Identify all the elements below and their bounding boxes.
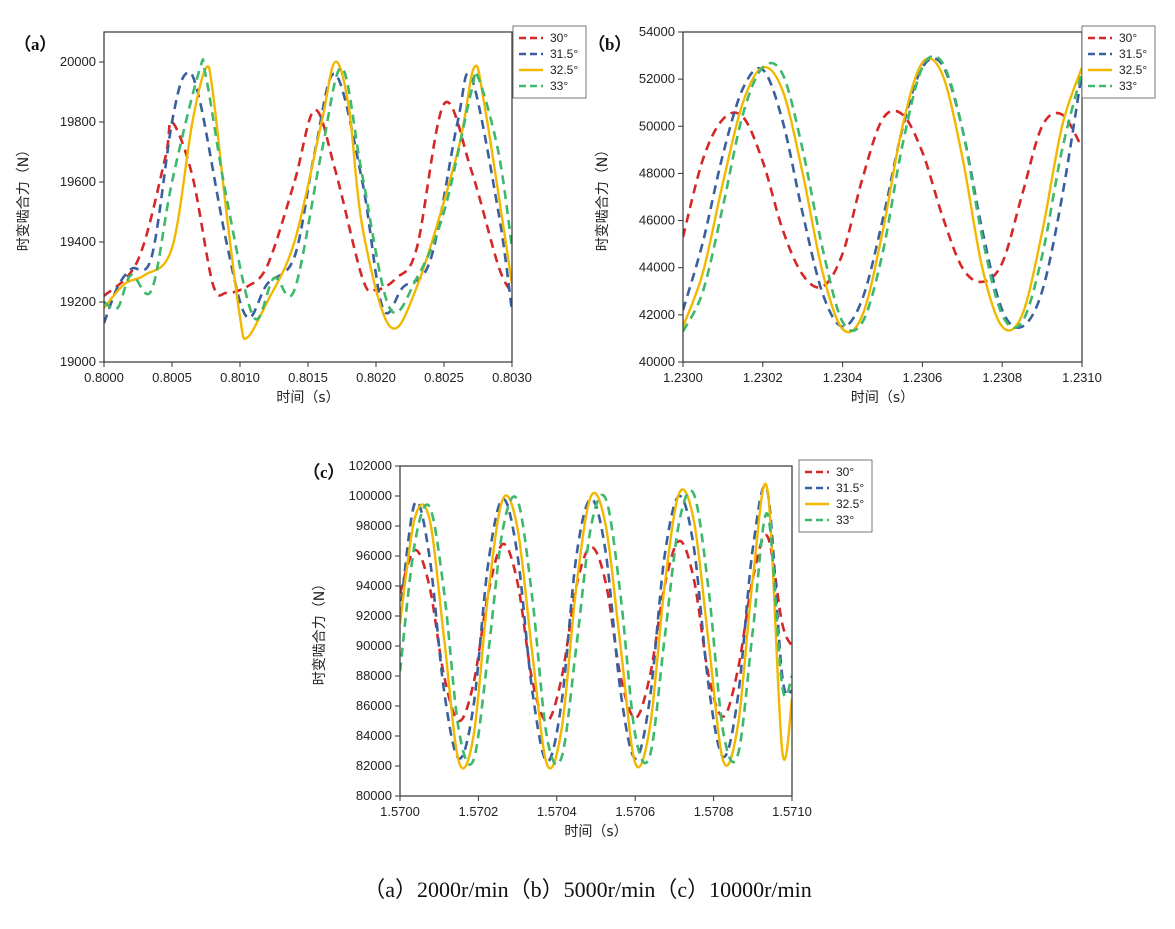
legend: 30° 31.5° 32.5° 33° bbox=[798, 459, 873, 533]
legend-entry: 32.5° bbox=[836, 497, 864, 511]
x-tick-label: 0.8015 bbox=[288, 370, 328, 385]
y-tick-label: 19400 bbox=[60, 234, 96, 249]
series-line-0-0 bbox=[104, 100, 512, 297]
x-tick-label: 1.5700 bbox=[380, 804, 420, 819]
x-tick-label: 1.5702 bbox=[459, 804, 499, 819]
y-tick-label: 102000 bbox=[349, 458, 392, 473]
y-tick-label: 84000 bbox=[356, 728, 392, 743]
y-tick-label: 19200 bbox=[60, 294, 96, 309]
y-axis-title: 时变啮合力（N） bbox=[16, 143, 32, 251]
y-tick-label: 52000 bbox=[639, 71, 675, 86]
y-axis-title: 时变啮合力（N） bbox=[312, 577, 328, 685]
y-tick-label: 19000 bbox=[60, 354, 96, 369]
plot-frame bbox=[682, 31, 1083, 363]
y-tick-label: 94000 bbox=[356, 578, 392, 593]
x-axis-title: 时间（s） bbox=[851, 390, 914, 406]
legend-entry: 33° bbox=[1119, 79, 1137, 93]
y-tick-label: 48000 bbox=[639, 165, 675, 180]
y-tick-label: 90000 bbox=[356, 638, 392, 653]
x-tick-label: 0.8025 bbox=[424, 370, 464, 385]
x-tick-label: 1.2304 bbox=[823, 370, 863, 385]
y-tick-label: 80000 bbox=[356, 788, 392, 803]
x-tick-label: 1.2310 bbox=[1062, 370, 1102, 385]
legend-entry: 33° bbox=[550, 79, 568, 93]
y-tick-label: 50000 bbox=[639, 118, 675, 133]
plot-frame bbox=[399, 465, 793, 797]
y-tick-label: 86000 bbox=[356, 698, 392, 713]
x-tick-label: 1.5704 bbox=[537, 804, 577, 819]
series-line-1-1 bbox=[683, 57, 1082, 329]
y-tick-label: 54000 bbox=[639, 24, 675, 39]
chart-panel-2: 1.5700 1.5702 1.5704 1.5706 1.5708 1.5710 8000… bbox=[303, 458, 873, 840]
y-tick-label: 96000 bbox=[356, 548, 392, 563]
series-line-2-1 bbox=[400, 484, 792, 763]
chart-panel-0: 0.8000 0.8005 0.8010 0.8015 0.8020 0.8025 0.80… bbox=[14, 25, 587, 406]
panel-label: （c） bbox=[303, 462, 345, 482]
legend-entry: 30° bbox=[836, 465, 854, 479]
legend-entry: 31.5° bbox=[550, 47, 578, 61]
y-axis-title: 时变啮合力（N） bbox=[595, 143, 611, 251]
legend: 30° 31.5° 32.5° 33° bbox=[1081, 25, 1156, 99]
series-line-2-3 bbox=[400, 489, 792, 766]
x-tick-label: 1.2308 bbox=[982, 370, 1022, 385]
series-line-2-0 bbox=[400, 533, 792, 723]
y-tick-label: 20000 bbox=[60, 54, 96, 69]
y-tick-label: 98000 bbox=[356, 518, 392, 533]
legend-entry: 32.5° bbox=[550, 63, 578, 77]
series-line-2-2 bbox=[400, 482, 792, 770]
legend-entry: 33° bbox=[836, 513, 854, 527]
x-tick-label: 0.8030 bbox=[492, 370, 532, 385]
x-axis-title: 时间（s） bbox=[564, 824, 627, 840]
panel-label: （b） bbox=[588, 34, 631, 54]
series-line-0-1 bbox=[104, 70, 512, 324]
series-line-0-2 bbox=[104, 60, 512, 340]
legend-entry: 30° bbox=[550, 31, 568, 45]
y-tick-label: 44000 bbox=[639, 260, 675, 275]
y-tick-label: 82000 bbox=[356, 758, 392, 773]
y-tick-label: 19800 bbox=[60, 114, 96, 129]
legend-entry: 30° bbox=[1119, 31, 1137, 45]
legend-entry: 31.5° bbox=[836, 481, 864, 495]
x-tick-label: 0.8005 bbox=[152, 370, 192, 385]
y-tick-label: 42000 bbox=[639, 307, 675, 322]
x-tick-label: 1.2302 bbox=[743, 370, 783, 385]
x-tick-label: 1.5706 bbox=[615, 804, 655, 819]
y-tick-label: 19600 bbox=[60, 174, 96, 189]
series-line-1-3 bbox=[683, 54, 1082, 333]
x-axis-title: 时间（s） bbox=[276, 390, 339, 406]
y-tick-label: 46000 bbox=[639, 213, 675, 228]
legend-entry: 32.5° bbox=[1119, 63, 1147, 77]
chart-panel-1: 1.2300 1.2302 1.2304 1.2306 1.2308 1.2310 4000… bbox=[588, 24, 1156, 406]
x-tick-label: 1.5708 bbox=[694, 804, 734, 819]
figure-caption: （a）2000r/min（b）5000r/min（c）10000r/min bbox=[363, 877, 812, 902]
y-tick-label: 88000 bbox=[356, 668, 392, 683]
x-tick-label: 1.2300 bbox=[663, 370, 703, 385]
x-tick-label: 0.8020 bbox=[356, 370, 396, 385]
panel-label: （a） bbox=[14, 34, 57, 54]
series-line-0-3 bbox=[104, 58, 512, 321]
y-tick-label: 92000 bbox=[356, 608, 392, 623]
x-tick-label: 1.2306 bbox=[903, 370, 943, 385]
legend: 30° 31.5° 32.5° 33° bbox=[512, 25, 587, 99]
y-tick-label: 100000 bbox=[349, 488, 392, 503]
series-line-1-0 bbox=[683, 109, 1082, 289]
legend-entry: 31.5° bbox=[1119, 47, 1147, 61]
x-tick-label: 1.5710 bbox=[772, 804, 812, 819]
x-tick-label: 0.8010 bbox=[220, 370, 260, 385]
y-tick-label: 40000 bbox=[639, 354, 675, 369]
series-line-1-2 bbox=[683, 57, 1082, 334]
x-tick-label: 0.8000 bbox=[84, 370, 124, 385]
